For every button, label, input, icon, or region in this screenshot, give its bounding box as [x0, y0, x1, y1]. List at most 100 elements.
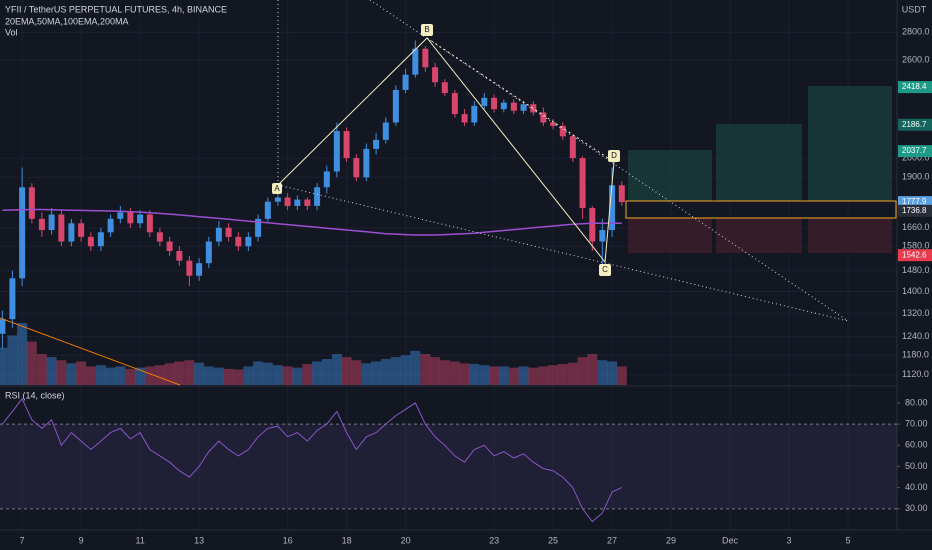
volume-bar: [331, 354, 342, 385]
candle-body: [156, 232, 163, 242]
candle-body: [432, 67, 439, 83]
price-label: 2186.7: [902, 120, 927, 129]
rsi-tick-label: 60.00: [905, 440, 928, 450]
volume-bar: [66, 363, 77, 385]
pattern-point: [608, 150, 620, 162]
candle-body: [284, 197, 291, 206]
volume-bar: [361, 363, 372, 385]
volume-bar: [0, 347, 8, 385]
candle-body: [0, 319, 6, 334]
candle-body: [48, 214, 55, 231]
candle-body: [510, 102, 517, 111]
candle-body: [589, 208, 596, 242]
price-label: 2418.4: [902, 82, 927, 91]
y-tick-label: 1180.0: [902, 350, 929, 360]
candle-body: [412, 48, 419, 75]
candle-body: [245, 236, 252, 247]
candle-body: [58, 214, 65, 242]
price-label-box: [898, 118, 932, 131]
price-label-box: [898, 249, 932, 262]
candle-body: [314, 187, 321, 206]
volume-bar: [400, 355, 411, 385]
candle-body: [146, 214, 153, 233]
x-tick-label: 23: [489, 535, 499, 545]
volume-bar: [548, 365, 559, 385]
volume-bar: [597, 360, 608, 385]
volume-bar: [115, 366, 126, 385]
rsi-tick-label: 40.00: [905, 482, 928, 492]
volume-bar: [194, 362, 205, 385]
candle-body: [461, 114, 468, 123]
x-tick-label: 25: [548, 535, 558, 545]
volume-bar: [459, 363, 470, 385]
candle-body: [264, 201, 271, 219]
candle-body: [117, 212, 124, 219]
price-label-box: [898, 204, 932, 217]
target-box: [808, 86, 892, 201]
rsi-tick-label: 50.00: [905, 461, 928, 471]
candle-body: [530, 104, 537, 113]
volume-bar: [125, 368, 136, 385]
volume-bar: [312, 361, 323, 385]
y-tick-label: 1240.0: [902, 331, 930, 341]
volume-bar: [174, 361, 185, 385]
rsi-band: [0, 424, 897, 509]
x-tick-label: 29: [666, 535, 676, 545]
volume-bar: [479, 365, 490, 385]
candle-body: [422, 48, 429, 68]
volume-bar: [154, 365, 165, 385]
y-tick-label: 1400.0: [902, 286, 930, 296]
volume-bar: [351, 360, 362, 385]
indicator-legend: 20EMA,50MA,100EMA,200MA: [5, 16, 129, 26]
volume-bar: [567, 362, 578, 385]
x-tick-label: 27: [607, 535, 617, 545]
candle-body: [363, 148, 370, 178]
candle-body: [97, 232, 104, 247]
candle-body: [569, 136, 576, 159]
x-tick-label: 11: [135, 535, 144, 545]
stop-box: [808, 218, 892, 253]
volume-bar: [26, 341, 37, 385]
volume-bar: [449, 361, 460, 385]
y-tick-label: 1480.0: [902, 265, 930, 275]
trend-line: [277, 184, 849, 322]
volume: [0, 323, 627, 385]
y-tick-label: 2800.0: [902, 27, 930, 37]
currency-label: USDT: [902, 4, 927, 14]
price-label-box: [898, 81, 932, 94]
rsi-tick-label: 80.00: [905, 397, 928, 407]
volume-legend: Vol: [5, 27, 18, 37]
price-label: 1777.9: [902, 197, 927, 206]
candle-body: [235, 236, 242, 247]
stop-box: [628, 218, 712, 253]
candle-body: [441, 82, 448, 94]
ma-line: [2, 208, 622, 236]
volume-bar: [144, 366, 155, 385]
y-tick-label: 2600.0: [902, 54, 930, 64]
volume-bar: [380, 358, 391, 385]
price-label: 1542.6: [902, 250, 927, 259]
target-box: [716, 124, 802, 201]
x-tick-label: Dec: [722, 535, 739, 545]
volume-bar: [607, 361, 618, 385]
candle-body: [78, 223, 85, 237]
entry-zone: [625, 200, 897, 219]
volume-bar: [302, 363, 313, 385]
volume-bar: [282, 366, 293, 385]
volume-bar: [341, 357, 352, 385]
volume-bar: [292, 367, 303, 385]
candle-body: [274, 197, 281, 202]
volume-bar: [56, 360, 67, 385]
pattern: [277, 37, 615, 264]
volume-bar: [518, 366, 529, 385]
volume-bar: [321, 358, 332, 385]
x-tick-label: 16: [283, 535, 293, 545]
candle-body: [68, 223, 75, 242]
volume-bar: [184, 360, 195, 385]
volume-bar: [410, 350, 421, 385]
candle-body: [225, 227, 232, 237]
volume-bar: [557, 363, 568, 385]
candle-body: [127, 212, 134, 224]
candle-body: [402, 74, 409, 90]
